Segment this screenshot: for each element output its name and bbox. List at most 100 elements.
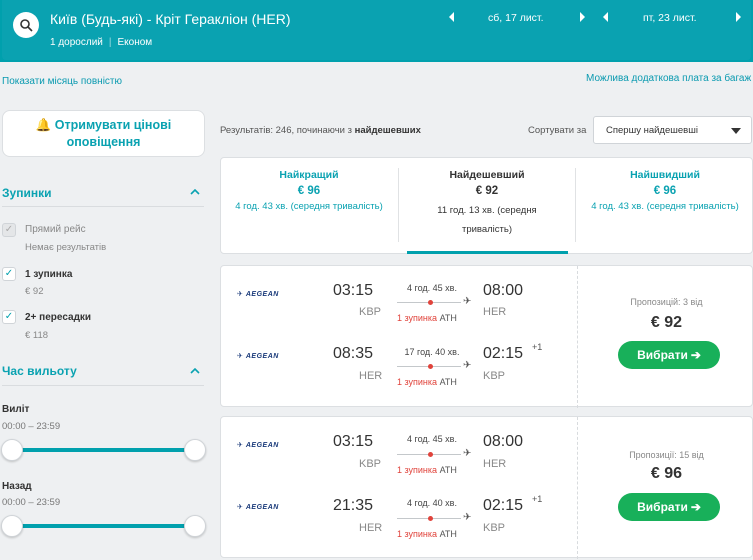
tab-title: Найкращий [279,169,339,181]
tab-duration: 11 год. 13 хв. (середня тривалість) [437,205,537,235]
departure-time-title: Час вильоту [2,364,77,378]
route-line [397,300,461,305]
return-slider-track[interactable] [12,524,195,528]
departure-time: 03:15 [333,433,374,450]
tab-cheapest[interactable]: Найдешевший € 92 11 год. 13 хв. (середня… [415,158,559,254]
divider [575,168,576,242]
prev-depart-date-icon[interactable] [449,12,454,22]
next-depart-date-icon[interactable] [580,12,585,22]
aegean-bird-icon: ✈ [237,504,243,511]
flight-duration: 4 год. 45 хв. [407,434,457,444]
departure-airport: HER [359,370,383,382]
arrival-time: 08:00 [483,282,524,299]
outbound-max-handle[interactable] [184,439,206,461]
chevron-down-icon [731,128,741,134]
stop-dot [428,516,433,521]
stops-one-checkbox[interactable]: ✓ [2,267,16,281]
passengers-label: 1 дорослий [50,37,103,48]
sort-label: Сортувати за [528,125,587,136]
airline-logo: ✈ AEGEAN [237,290,283,300]
show-full-month-link[interactable]: Показати місяць повністю [2,76,123,87]
offers-count: Пропозиції: 15 від [629,450,704,460]
airline-logo: ✈ AEGEAN [237,352,283,362]
stops-one-label: 1 зупинка [25,269,73,280]
results-count: Результатів: 246, починаючи з найдешевши… [220,125,421,136]
arrival-time: 02:15 [483,345,524,362]
outbound-range: 00:00 – 23:59 [2,421,61,432]
plane-icon: ✈ [463,360,472,371]
plane-icon: ✈ [463,512,472,523]
flight-duration: 4 год. 40 хв. [407,498,457,508]
arrival-time: 08:00 [483,433,524,450]
airline-logo: ✈ AEGEAN [237,441,283,451]
tab-price: € 92 [475,185,499,197]
return-date[interactable]: пт, 23 лист. [643,12,697,24]
tab-price: € 96 [297,185,321,197]
stops-info: 1 зупинка ATH [397,529,457,539]
result-card[interactable]: ✈ AEGEAN 03:15 KBP 4 год. 45 хв. ✈ 1 зупи… [220,265,753,408]
select-button-label: Вибрати [637,348,688,362]
extra-fee-link[interactable]: Можлива додаткова плата за багаж [586,73,752,84]
stops-direct-checkbox[interactable]: ✓ [2,223,16,237]
chevron-up-icon[interactable] [190,189,200,195]
arrow-right-icon: ➔ [690,500,701,514]
stops-count: 1 зупинка [397,377,438,387]
stops-info: 1 зупинка ATH [397,313,457,323]
active-tab-indicator [407,251,568,254]
airline-name: AEGEAN [245,503,279,511]
tab-title: Найдешевший [449,169,525,181]
tab-duration: 4 год. 43 хв. (середня тривалість) [235,201,383,212]
stop-dot [428,300,433,305]
select-button[interactable]: Вибрати ➔ [618,341,720,369]
return-range: 00:00 – 23:59 [2,497,61,508]
next-return-date-icon[interactable] [736,12,741,22]
select-button[interactable]: Вибрати ➔ [618,493,720,521]
result-card[interactable]: ✈ AEGEAN 03:15 KBP 4 год. 45 хв. ✈ 1 зупи… [220,416,753,559]
stop-dot [428,452,433,457]
plane-icon: ✈ [463,448,472,459]
return-label: Назад [2,481,32,492]
results-count-text: Результатів: 246, починаючи з [220,125,355,136]
price-alerts-button[interactable]: 🔔 Отримувати цінові оповіщення [2,110,205,157]
divider [577,266,578,408]
aegean-bird-icon: ✈ [237,353,243,360]
airline-name: AEGEAN [245,290,279,298]
departure-airport: HER [359,522,383,534]
trip-details: 1 дорослий | Економ [50,37,152,48]
search-summary[interactable]: Київ (Будь-які) - Кріт Геракліон (HER) 1… [2,0,751,60]
arrival-airport: KBP [483,522,506,534]
tab-price: € 96 [653,185,677,197]
aegean-bird-icon: ✈ [237,291,243,298]
arrival-airport: HER [483,458,507,470]
search-header: Київ (Будь-які) - Кріт Геракліон (HER) 1… [0,0,753,62]
next-day-indicator: +1 [532,494,543,504]
return-max-handle[interactable] [184,515,206,537]
aegean-bird-icon: ✈ [237,442,243,449]
arrival-time: 02:15 [483,497,524,514]
tab-fastest[interactable]: Найшвидший € 96 4 год. 43 хв. (середня т… [577,158,753,254]
outbound-slider-track[interactable] [12,448,195,452]
cabin-class-label: Економ [117,37,153,48]
stops-two-plus-checkbox[interactable]: ✓ [2,310,16,324]
route-line [397,364,461,369]
sort-select[interactable]: Спершу найдешевші [593,116,752,144]
chevron-up-icon[interactable] [190,368,200,374]
divider [2,385,204,386]
results-count-bold: найдешевших [354,125,421,136]
outbound-min-handle[interactable] [1,439,23,461]
tab-best[interactable]: Найкращий € 96 4 год. 43 хв. (середня тр… [221,158,397,254]
return-min-handle[interactable] [1,515,23,537]
stops-count: 1 зупинка [397,313,438,323]
divider [577,417,578,559]
depart-date[interactable]: сб, 17 лист. [488,12,544,24]
flight-duration: 17 год. 40 хв. [404,347,460,357]
via-airport: ATH [439,313,457,323]
prev-return-date-icon[interactable] [603,12,608,22]
stops-info: 1 зупинка ATH [397,377,457,387]
search-icon[interactable] [13,12,39,38]
bell-icon: 🔔 [35,118,52,132]
via-airport: ATH [439,529,457,539]
stops-title: Зупинки [2,186,52,200]
divider [2,206,204,207]
tab-duration: 4 год. 43 хв. (середня тривалість) [591,201,739,212]
